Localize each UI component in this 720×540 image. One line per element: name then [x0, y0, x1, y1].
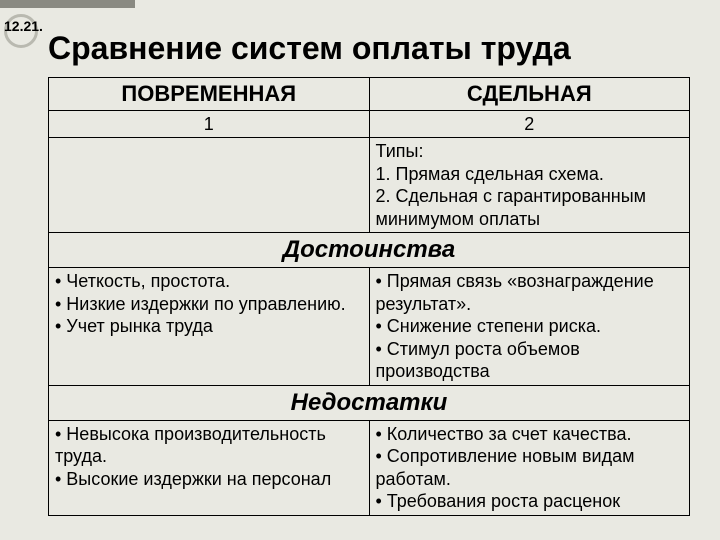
- slide-content: Сравнение систем оплаты труда ПОВРЕМЕННА…: [48, 30, 690, 516]
- slide-number: 12.21.: [4, 18, 43, 34]
- col-number-right: 2: [369, 110, 690, 138]
- disadvantages-right: • Количество за счет качества.• Сопротив…: [369, 420, 690, 515]
- col-number-left: 1: [49, 110, 370, 138]
- disadvantages-left: • Невысока производительность труда.• Вы…: [49, 420, 370, 515]
- slide-title: Сравнение систем оплаты труда: [48, 30, 690, 67]
- col-header-left: ПОВРЕМЕННАЯ: [49, 78, 370, 111]
- section-advantages: Достоинства: [49, 233, 690, 268]
- comparison-table: ПОВРЕМЕННАЯ СДЕЛЬНАЯ 1 2 Типы:1. Прямая …: [48, 77, 690, 516]
- types-left: [49, 138, 370, 233]
- section-disadvantages: Недостатки: [49, 385, 690, 420]
- types-right: Типы:1. Прямая сдельная схема.2. Сдельна…: [369, 138, 690, 233]
- col-header-right: СДЕЛЬНАЯ: [369, 78, 690, 111]
- advantages-right: • Прямая связь «вознаграждение результат…: [369, 268, 690, 386]
- top-accent-bar: [0, 0, 135, 8]
- advantages-left: • Четкость, простота.• Низкие издержки п…: [49, 268, 370, 386]
